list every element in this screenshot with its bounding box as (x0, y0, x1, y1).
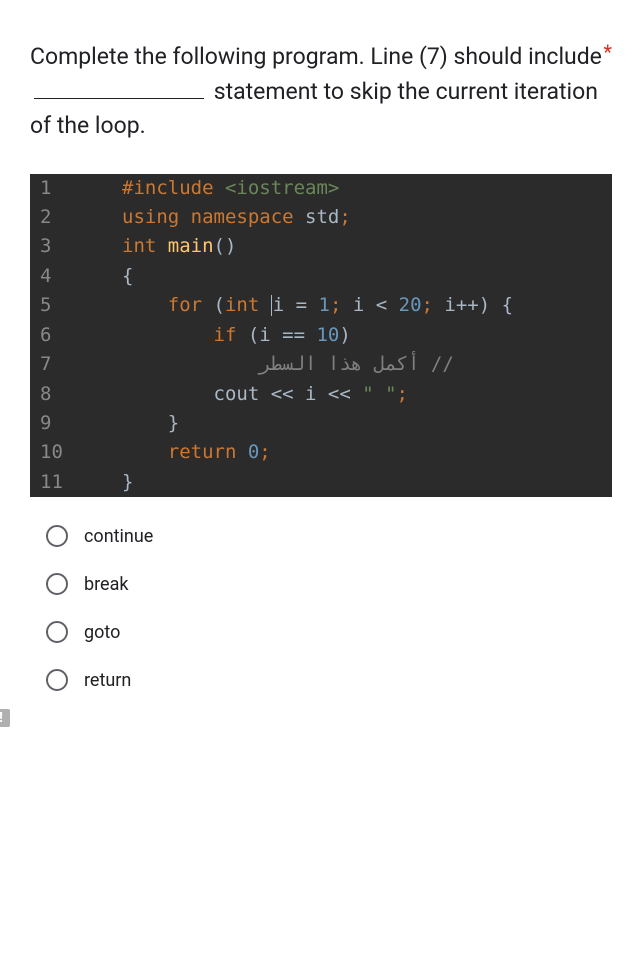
option-label: break (84, 574, 129, 595)
radio-icon[interactable] (46, 669, 68, 691)
blank-line (34, 98, 204, 99)
code-token: int (225, 294, 271, 316)
code-token: 20 (399, 294, 422, 316)
text-cursor (271, 295, 272, 316)
code-token (122, 441, 168, 463)
code-content: int main() (122, 232, 612, 261)
required-marker: * (603, 40, 612, 64)
code-token: { (122, 265, 133, 287)
code-block: 1#include <iostream>2using namespace std… (30, 174, 612, 498)
code-line: 11} (30, 468, 612, 497)
code-content: if (i == 10) (122, 321, 612, 350)
code-token: 0 (248, 441, 259, 463)
line-number: 4 (30, 262, 122, 291)
code-token: ; (422, 294, 445, 316)
radio-icon[interactable] (46, 573, 68, 595)
line-number: 5 (30, 291, 122, 320)
option-return[interactable]: return (46, 669, 612, 691)
line-number: 11 (30, 468, 122, 497)
code-token: } (122, 412, 179, 434)
question-text: Complete the following program. Line (7)… (30, 40, 612, 144)
option-goto[interactable]: goto (46, 621, 612, 643)
code-token: main (168, 235, 214, 257)
alert-icon: ! (0, 709, 10, 727)
options-group: continue break goto return (30, 525, 612, 691)
code-content: using namespace std; (122, 203, 612, 232)
code-line: 7 أكمل هذا السطر // (30, 350, 612, 379)
code-content: return 0; (122, 438, 612, 467)
line-number: 3 (30, 232, 122, 261)
question-part1: Complete the following program. Line (7)… (30, 43, 602, 70)
code-token: () (214, 235, 237, 257)
code-line: 9 } (30, 409, 612, 438)
code-content: } (122, 409, 612, 438)
line-number: 10 (30, 438, 122, 467)
code-token: (i == (248, 324, 317, 346)
code-token: return (168, 441, 248, 463)
code-line: 4{ (30, 262, 612, 291)
code-line: 2using namespace std; (30, 203, 612, 232)
code-token (122, 294, 168, 316)
option-continue[interactable]: continue (46, 525, 612, 547)
code-line: 1#include <iostream> (30, 174, 612, 203)
radio-icon[interactable] (46, 525, 68, 547)
line-number: 1 (30, 174, 122, 203)
line-number: 8 (30, 380, 122, 409)
code-line: 5 for (int i = 1; i < 20; i++) { (30, 291, 612, 320)
option-label: continue (84, 526, 153, 547)
code-token: for (168, 294, 214, 316)
code-token: std (305, 206, 339, 228)
option-break[interactable]: break (46, 573, 612, 595)
code-token (122, 324, 214, 346)
code-token: ; (339, 206, 350, 228)
code-token: i < (353, 294, 399, 316)
code-token: <iostream> (225, 177, 339, 199)
code-content: cout << i << " "; (122, 380, 612, 409)
code-token: ; (397, 383, 408, 405)
line-number: 2 (30, 203, 122, 232)
code-content: { (122, 262, 612, 291)
code-token: } (122, 471, 133, 493)
option-label: return (84, 670, 131, 691)
code-token: 1 (319, 294, 330, 316)
code-token: " " (362, 383, 396, 405)
code-content: } (122, 468, 612, 497)
code-token: if (214, 324, 248, 346)
code-token: #include (122, 177, 225, 199)
question-part2: statement to skip the current iteration … (30, 78, 598, 140)
code-token: cout << i << (122, 383, 362, 405)
code-line: 3int main() (30, 232, 612, 261)
code-token: أكمل هذا السطر // (259, 353, 453, 375)
code-token: ) (339, 324, 350, 346)
code-token: int (122, 235, 168, 257)
line-number: 9 (30, 409, 122, 438)
line-number: 6 (30, 321, 122, 350)
code-token: 10 (316, 324, 339, 346)
code-line: 8 cout << i << " "; (30, 380, 612, 409)
line-number: 7 (30, 350, 122, 379)
code-token: i++) { (444, 294, 513, 316)
code-token: i = (273, 294, 319, 316)
code-token: ; (259, 441, 270, 463)
code-token: ; (330, 294, 353, 316)
code-line: 10 return 0; (30, 438, 612, 467)
code-token: using namespace (122, 206, 305, 228)
code-content: أكمل هذا السطر // (122, 350, 612, 379)
code-line: 6 if (i == 10) (30, 321, 612, 350)
code-token: ( (214, 294, 225, 316)
radio-icon[interactable] (46, 621, 68, 643)
option-label: goto (84, 622, 120, 643)
code-content: for (int i = 1; i < 20; i++) { (122, 291, 612, 320)
code-token (122, 353, 259, 375)
code-content: #include <iostream> (122, 174, 612, 203)
